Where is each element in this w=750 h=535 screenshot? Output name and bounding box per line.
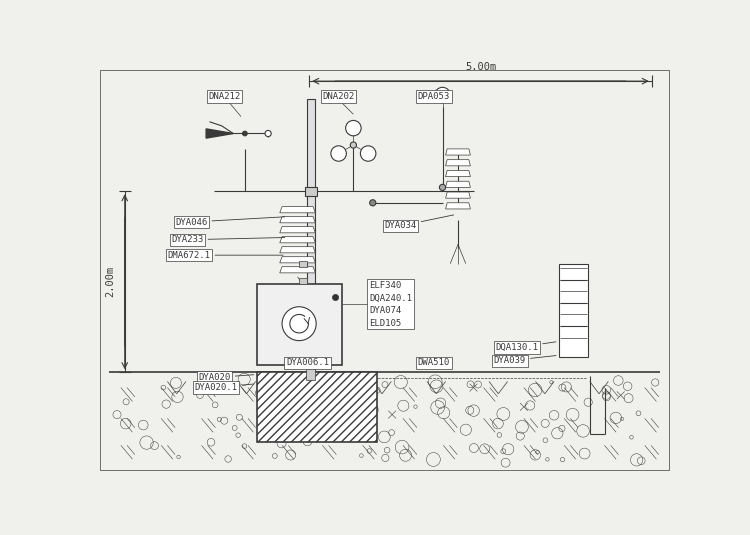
Bar xyxy=(307,99,315,191)
Text: DMA672.1: DMA672.1 xyxy=(167,251,284,259)
Text: DPA053: DPA053 xyxy=(418,92,450,101)
Text: DYA006.1: DYA006.1 xyxy=(286,358,329,368)
Polygon shape xyxy=(446,149,470,155)
Circle shape xyxy=(265,131,272,136)
Bar xyxy=(299,278,307,285)
Circle shape xyxy=(361,146,376,161)
Polygon shape xyxy=(280,217,316,223)
Polygon shape xyxy=(446,159,470,166)
Bar xyxy=(306,364,316,380)
Circle shape xyxy=(440,185,446,190)
Circle shape xyxy=(370,200,376,206)
Polygon shape xyxy=(446,181,470,187)
Bar xyxy=(256,372,376,441)
Circle shape xyxy=(435,87,450,103)
Bar xyxy=(304,187,317,196)
Text: DYA039: DYA039 xyxy=(494,356,556,365)
Circle shape xyxy=(282,307,316,341)
Circle shape xyxy=(242,131,248,136)
Polygon shape xyxy=(280,267,316,273)
Text: DYA046: DYA046 xyxy=(175,217,285,226)
Text: DYA034: DYA034 xyxy=(384,215,454,231)
Polygon shape xyxy=(280,236,316,243)
Text: ELF340
DQA240.1
DYA074
ELD105: ELF340 DQA240.1 DYA074 ELD105 xyxy=(369,281,412,328)
Text: DQA130.1: DQA130.1 xyxy=(495,342,556,352)
Polygon shape xyxy=(446,171,470,177)
Bar xyxy=(559,264,588,357)
Text: 5.00m: 5.00m xyxy=(465,62,496,72)
Text: DYA233: DYA233 xyxy=(171,235,285,244)
Polygon shape xyxy=(280,247,316,253)
Circle shape xyxy=(350,142,356,148)
Polygon shape xyxy=(206,129,233,138)
Circle shape xyxy=(332,294,339,301)
Polygon shape xyxy=(446,203,470,209)
Text: DWA510: DWA510 xyxy=(418,358,450,368)
Bar xyxy=(307,191,315,372)
Polygon shape xyxy=(280,257,316,263)
Text: DYA020.1: DYA020.1 xyxy=(194,383,254,392)
Text: 2.00m: 2.00m xyxy=(106,266,116,297)
Bar xyxy=(256,284,342,364)
Circle shape xyxy=(346,120,362,136)
Polygon shape xyxy=(446,192,470,198)
Polygon shape xyxy=(280,207,316,213)
Bar xyxy=(299,261,307,267)
Text: DNA212: DNA212 xyxy=(209,92,241,101)
Text: DYA020: DYA020 xyxy=(198,373,254,382)
Text: DNA202: DNA202 xyxy=(322,92,355,101)
Polygon shape xyxy=(280,227,316,233)
Circle shape xyxy=(331,146,346,161)
